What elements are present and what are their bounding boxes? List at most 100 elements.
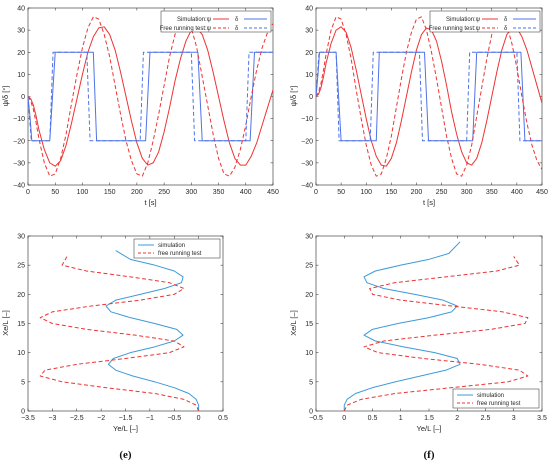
y-tick-label: 30 xyxy=(17,234,25,241)
y-tick-label: −40 xyxy=(13,183,25,190)
legend-label: simulation xyxy=(158,243,185,249)
plot-frame xyxy=(315,235,543,412)
panel-label: (e) xyxy=(119,449,132,461)
y-tick-label: 30 xyxy=(305,234,313,241)
y-tick-label: −30 xyxy=(301,160,313,167)
legend-label-delta: δ xyxy=(504,17,508,23)
legend-label: Simulation:ψ xyxy=(446,17,480,23)
series-line-free-running- xyxy=(28,51,273,142)
legend: simulation free running test xyxy=(133,238,221,259)
y-tick-label: 40 xyxy=(17,6,25,13)
x-tick-label: −3.5 xyxy=(21,415,35,422)
y-tick-label: 25 xyxy=(17,263,25,270)
legend-label: Simulation:ψ xyxy=(177,17,211,23)
y-axis-title: Xe/L [–] xyxy=(1,310,10,336)
x-tick-label: 1 xyxy=(399,415,403,422)
x-tick-label: 350 xyxy=(486,189,498,196)
x-tick-label: −3 xyxy=(48,415,56,422)
x-tick-label: −1 xyxy=(146,415,154,422)
legend-box xyxy=(133,238,221,259)
legend-box xyxy=(429,10,541,33)
legend-label-delta: δ xyxy=(235,26,239,32)
x-tick-label: 400 xyxy=(240,189,252,196)
y-tick-label: 30 xyxy=(305,28,313,35)
y-tick-label: 10 xyxy=(17,72,25,79)
series-line-free-running-test xyxy=(343,256,529,411)
series-line-simulation xyxy=(343,241,461,411)
y-tick-label: 25 xyxy=(305,263,313,270)
y-tick-label: 0 xyxy=(309,94,313,101)
y-axis-title: ψ/δ [°] xyxy=(1,86,10,107)
x-tick-label: 300 xyxy=(185,189,197,196)
x-tick-label: −1.5 xyxy=(119,415,133,422)
x-axis-title: Ye/L [–] xyxy=(417,424,442,433)
y-tick-label: 5 xyxy=(309,379,313,386)
x-tick-label: 1.5 xyxy=(424,415,434,422)
x-tick-label: 350 xyxy=(213,189,225,196)
series-line-simulation- xyxy=(28,51,273,142)
y-tick-label: 40 xyxy=(305,6,313,13)
chart-top-right: 0 50 100 150 200 250 300 350 400 450 −40 −30 −20 −10 0… xyxy=(289,6,548,208)
x-tick-label: −0.5 xyxy=(167,415,181,422)
y-axis-title: Xe/L [–] xyxy=(289,310,298,336)
x-tick-label: 2.5 xyxy=(481,415,491,422)
x-tick-label: 400 xyxy=(511,189,523,196)
plot-frame xyxy=(27,7,274,186)
y-tick-label: −40 xyxy=(301,183,313,190)
series-line-free-running- xyxy=(316,51,542,142)
y-tick-label: 10 xyxy=(17,350,25,357)
plot-frame xyxy=(315,7,543,186)
x-tick-label: 150 xyxy=(104,189,116,196)
y-tick-label: −10 xyxy=(301,116,313,123)
y-tick-label: 0 xyxy=(309,409,313,416)
series-line-simulation xyxy=(105,250,200,411)
legend-label-delta: δ xyxy=(504,26,508,32)
series-line-free-running- xyxy=(316,16,542,177)
x-tick-label: 250 xyxy=(436,189,448,196)
x-tick-label: 0 xyxy=(197,415,201,422)
x-tick-label: 3 xyxy=(512,415,516,422)
x-tick-label: 250 xyxy=(158,189,170,196)
plot-frame xyxy=(27,235,224,412)
series-line-simulation- xyxy=(28,26,273,167)
y-tick-label: 15 xyxy=(17,321,25,328)
x-tick-label: 450 xyxy=(267,189,279,196)
legend-label: free running test xyxy=(477,401,521,407)
x-tick-label: 450 xyxy=(536,189,548,196)
series-line-simulation- xyxy=(316,51,542,142)
x-axis-title: t [s] xyxy=(423,198,435,207)
chart-bottom-left: −3.5 −3 −2.5 −2 −1.5 −1 −0.5 0 0.5 0 5 10 15 20 25 30 Ye… xyxy=(1,234,228,462)
legend: Simulation:ψ δ Free running test:ψ δ xyxy=(160,10,272,33)
y-tick-label: −10 xyxy=(13,116,25,123)
y-tick-label: −20 xyxy=(13,138,25,145)
series-line-simulation- xyxy=(316,26,542,167)
x-tick-label: 2 xyxy=(455,415,459,422)
x-tick-label: 50 xyxy=(337,189,345,196)
x-tick-label: 3.5 xyxy=(537,415,547,422)
x-tick-label: 200 xyxy=(411,189,423,196)
x-tick-label: 100 xyxy=(360,189,372,196)
chart-top-left: 0 50 100 150 200 250 300 350 400 450 −40 −30 −20 −10 0… xyxy=(1,6,279,208)
panel-label: (f) xyxy=(424,449,435,461)
x-tick-label: 0.5 xyxy=(218,415,228,422)
x-axis-title: Ye/L [–] xyxy=(113,424,138,433)
x-tick-label: −2.5 xyxy=(70,415,84,422)
legend-box xyxy=(452,388,540,409)
y-tick-label: 20 xyxy=(17,50,25,57)
x-axis-title: t [s] xyxy=(144,198,156,207)
x-tick-label: 0.5 xyxy=(368,415,378,422)
y-tick-label: 20 xyxy=(305,292,313,299)
legend-label-delta: δ xyxy=(235,17,239,23)
x-tick-label: 50 xyxy=(51,189,59,196)
x-tick-label: −0.5 xyxy=(309,415,323,422)
y-tick-label: −30 xyxy=(13,160,25,167)
y-tick-label: −20 xyxy=(301,138,313,145)
y-axis-title: ψ/δ [°] xyxy=(289,86,298,107)
x-tick-label: 0 xyxy=(314,189,318,196)
x-tick-label: 0 xyxy=(342,415,346,422)
x-tick-label: 300 xyxy=(461,189,473,196)
legend-label: Free running test:ψ xyxy=(429,26,480,32)
y-tick-label: 5 xyxy=(21,379,25,386)
